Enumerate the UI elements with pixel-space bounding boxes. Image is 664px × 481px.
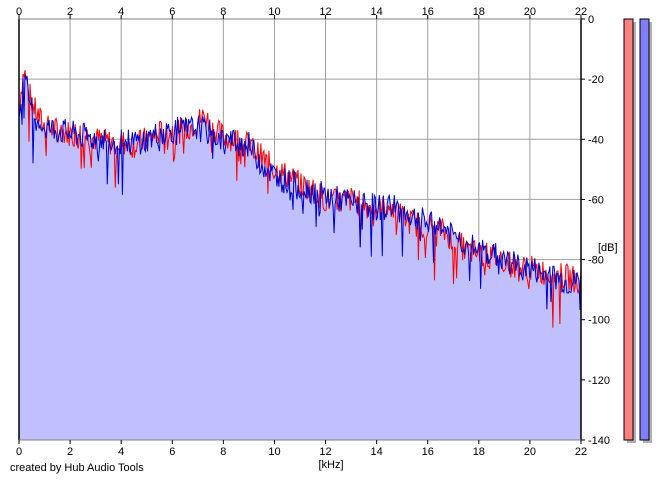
y-tick-label: -120 xyxy=(588,375,610,387)
x-tick-label-bottom: 2 xyxy=(67,446,73,458)
level-meter-left xyxy=(623,18,634,441)
y-axis-label: [dB] xyxy=(598,242,618,254)
level-meter-right xyxy=(639,18,650,441)
x-tick-label-bottom: 12 xyxy=(319,446,331,458)
x-tick-label-bottom: 0 xyxy=(16,446,22,458)
y-tick-label: -140 xyxy=(588,435,610,447)
x-tick-label-top: 0 xyxy=(16,6,22,18)
spectrum-lines xyxy=(18,70,582,328)
x-tick-label-top: 18 xyxy=(473,6,485,18)
spectrum-area xyxy=(19,70,581,440)
y-tick-label: 0 xyxy=(588,14,594,26)
spectrum-line-blue xyxy=(18,74,582,311)
level-meters xyxy=(623,18,652,443)
y-tick-label: -60 xyxy=(588,194,604,206)
x-tick-label-top: 6 xyxy=(169,6,175,18)
tick-labels: 002244668810101212141416161818202022220-… xyxy=(16,6,610,458)
credit-text: created by Hub Audio Tools xyxy=(10,462,144,474)
x-tick-label-bottom: 10 xyxy=(268,446,280,458)
x-tick-label-top: 20 xyxy=(524,6,536,18)
y-tick-label: -100 xyxy=(588,315,610,327)
x-tick-label-bottom: 14 xyxy=(371,446,383,458)
y-tick-label: -40 xyxy=(588,134,604,146)
x-tick-label-top: 2 xyxy=(67,6,73,18)
y-tick-label: -20 xyxy=(588,74,604,86)
x-tick-label-bottom: 16 xyxy=(422,446,434,458)
x-tick-label-bottom: 20 xyxy=(524,446,536,458)
x-tick-label-top: 10 xyxy=(268,6,280,18)
x-tick-label-top: 12 xyxy=(319,6,331,18)
x-tick-label-top: 4 xyxy=(118,6,124,18)
x-tick-label-bottom: 4 xyxy=(118,446,124,458)
x-tick-label-bottom: 22 xyxy=(575,446,587,458)
x-tick-label-top: 22 xyxy=(575,6,587,18)
x-tick-label-bottom: 8 xyxy=(220,446,226,458)
x-tick-label-top: 16 xyxy=(422,6,434,18)
x-axis-label: [kHz] xyxy=(318,459,343,471)
x-tick-label-top: 14 xyxy=(371,6,383,18)
x-tick-label-bottom: 6 xyxy=(169,446,175,458)
plot-frame xyxy=(18,18,582,441)
spectrum-fill xyxy=(19,70,581,440)
y-tick-label: -80 xyxy=(588,255,604,267)
x-tick-label-top: 8 xyxy=(220,6,226,18)
x-tick-label-bottom: 18 xyxy=(473,446,485,458)
